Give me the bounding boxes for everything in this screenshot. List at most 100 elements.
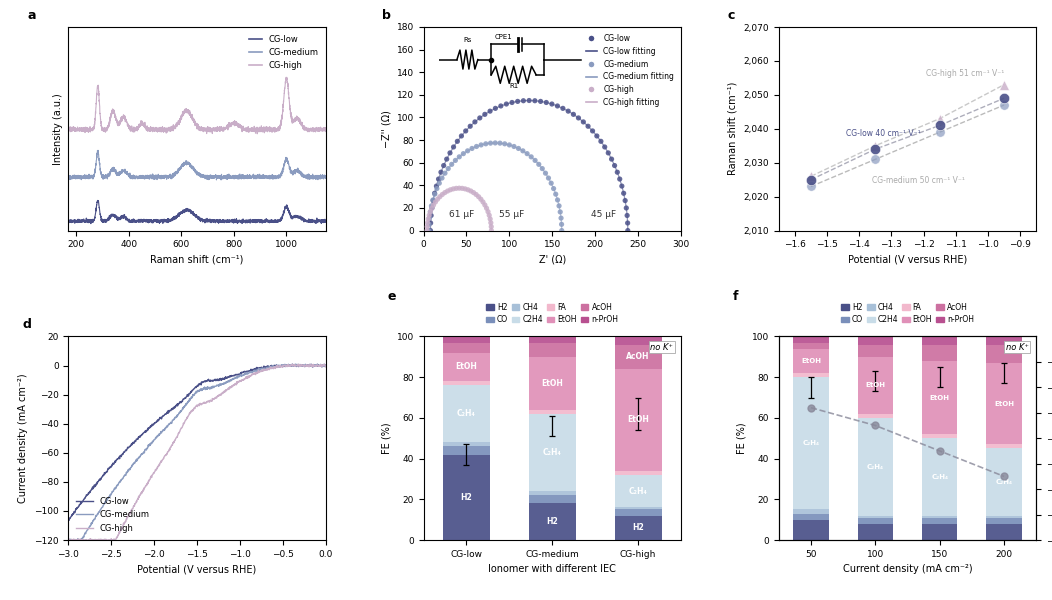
- CG-high: [292, 361, 305, 368]
- Point: [472, 140, 489, 150]
- Point: [606, 161, 623, 170]
- Bar: [793, 349, 829, 373]
- CG-low: [284, 362, 297, 369]
- CG-low: [62, 516, 75, 523]
- Point: [618, 203, 634, 213]
- X-axis label: Raman shift (cm⁻¹): Raman shift (cm⁻¹): [150, 255, 244, 265]
- Point: [543, 178, 560, 188]
- Bar: [987, 515, 1021, 518]
- Legend: CG-low, CG-medium, CG-high: CG-low, CG-medium, CG-high: [73, 494, 153, 536]
- Point: [424, 203, 441, 213]
- CG-low: [78, 495, 90, 502]
- Point: [440, 164, 457, 173]
- Bar: [443, 353, 490, 381]
- Point: [458, 126, 474, 136]
- Point: [419, 218, 436, 227]
- Text: c: c: [727, 9, 734, 22]
- Point: [482, 139, 499, 148]
- Point: [584, 126, 601, 136]
- Point: [509, 97, 526, 106]
- Point: [479, 203, 495, 213]
- Bar: [443, 455, 490, 540]
- Point: [433, 190, 450, 199]
- Bar: [857, 524, 893, 540]
- Bar: [857, 518, 893, 524]
- Text: 55 μF: 55 μF: [499, 210, 524, 219]
- CG-high: [62, 536, 75, 543]
- X-axis label: Ionomer with different IEC: Ionomer with different IEC: [488, 564, 616, 574]
- CG-medium: [219, 380, 231, 387]
- Point: [439, 186, 456, 196]
- Point: [442, 148, 459, 158]
- Point: [995, 80, 1012, 89]
- Point: [480, 207, 497, 217]
- Point: [442, 185, 459, 194]
- Point: [504, 98, 521, 107]
- Text: b: b: [383, 9, 391, 22]
- Point: [425, 196, 442, 205]
- Point: [867, 155, 884, 164]
- Point: [527, 155, 544, 165]
- Bar: [987, 363, 1021, 445]
- Text: a: a: [27, 9, 36, 22]
- Text: CG-medium 50 cm⁻¹ V⁻¹: CG-medium 50 cm⁻¹ V⁻¹: [872, 176, 965, 185]
- Bar: [987, 337, 1021, 344]
- Bar: [529, 414, 575, 491]
- Bar: [987, 445, 1021, 448]
- Point: [432, 167, 449, 177]
- Bar: [614, 508, 662, 509]
- CG-high: [219, 388, 231, 395]
- Text: no K⁺: no K⁺: [1006, 343, 1029, 352]
- Point: [615, 188, 632, 198]
- Bar: [922, 438, 957, 515]
- Point: [483, 226, 500, 235]
- Bar: [614, 509, 662, 515]
- Point: [419, 226, 436, 235]
- CG-low: [286, 361, 299, 368]
- Y-axis label: Current density (mA cm⁻²): Current density (mA cm⁻²): [18, 373, 28, 503]
- Text: C₂H₄: C₂H₄: [931, 474, 948, 480]
- Bar: [614, 475, 662, 508]
- Point: [430, 174, 447, 184]
- CG-high: [258, 365, 270, 373]
- Point: [554, 104, 571, 113]
- Point: [431, 178, 448, 188]
- Point: [514, 146, 531, 155]
- Bar: [529, 337, 575, 343]
- Point: [592, 137, 609, 146]
- Point: [422, 207, 439, 217]
- Point: [431, 192, 448, 202]
- Point: [421, 211, 438, 220]
- Point: [436, 161, 452, 170]
- Point: [931, 114, 948, 124]
- Bar: [922, 344, 957, 361]
- CG-medium: [320, 363, 332, 370]
- Point: [451, 184, 468, 193]
- Text: C₂H₄: C₂H₄: [543, 448, 562, 457]
- Point: [995, 100, 1012, 110]
- Point: [468, 142, 485, 151]
- Point: [550, 201, 567, 211]
- Bar: [922, 361, 957, 434]
- Point: [465, 188, 482, 197]
- Point: [575, 117, 592, 127]
- X-axis label: Current density (mA cm⁻²): Current density (mA cm⁻²): [843, 564, 972, 574]
- Point: [487, 104, 504, 113]
- CG-high: [226, 382, 239, 389]
- Text: C₂H₄: C₂H₄: [867, 464, 884, 470]
- Point: [426, 190, 443, 199]
- Bar: [987, 344, 1021, 363]
- Text: H2: H2: [632, 523, 644, 532]
- Point: [596, 142, 613, 152]
- Point: [423, 211, 440, 220]
- CG-medium: [66, 538, 79, 545]
- Y-axis label: Intensity (a.u.): Intensity (a.u.): [53, 93, 63, 164]
- Text: e: e: [387, 290, 396, 303]
- CG-low: [211, 376, 224, 383]
- Point: [532, 97, 549, 106]
- Legend: CG-low, CG-low fitting, CG-medium, CG-medium fitting, CG-high, CG-high fitting: CG-low, CG-low fitting, CG-medium, CG-me…: [583, 31, 677, 110]
- CG-medium: [289, 361, 302, 368]
- Point: [478, 139, 494, 149]
- Text: C₂H₄: C₂H₄: [803, 440, 820, 446]
- Point: [553, 226, 570, 235]
